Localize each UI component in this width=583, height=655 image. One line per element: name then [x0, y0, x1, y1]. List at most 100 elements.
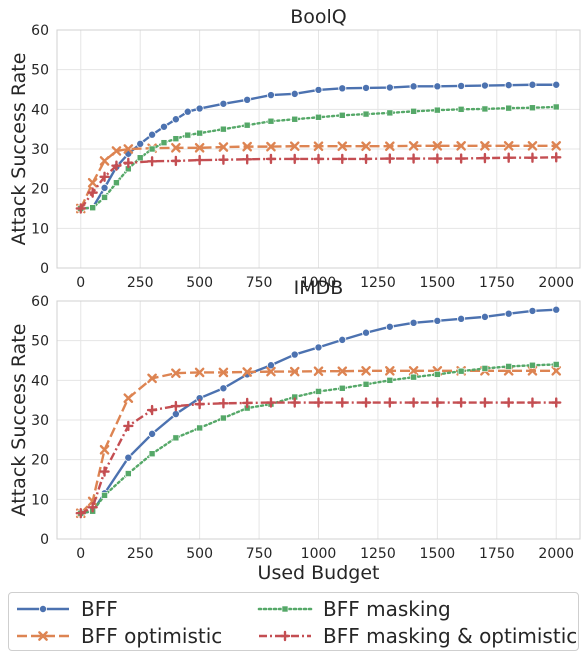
data-point-bff-masking-and-optimistic: [218, 398, 229, 409]
data-point-bff-masking-and-optimistic: [479, 397, 491, 408]
y-tick-label: 60: [31, 294, 49, 310]
data-point-bff: [266, 91, 275, 100]
x-tick-label: 2000: [538, 275, 574, 291]
y-tick-label: 60: [31, 23, 49, 39]
x-tick-label: 1000: [301, 275, 337, 291]
data-point-bff-optimistic: [123, 144, 134, 154]
data-point-bff-masking: [386, 109, 394, 117]
x-tick-label: 1250: [360, 546, 396, 562]
data-point-bff: [171, 115, 180, 124]
series-line-bff-masking: [79, 363, 558, 515]
data-point-bff-masking-and-optimistic: [170, 400, 182, 412]
data-point-bff-optimistic: [147, 373, 157, 384]
x-tick-label: 500: [186, 546, 213, 562]
x-tick-label: 2000: [538, 546, 574, 562]
data-point-bff-optimistic: [289, 141, 300, 152]
legend-swatch-bff-masking: [257, 605, 313, 613]
data-point-bff-masking-and-optimistic: [337, 397, 348, 408]
data-point-bff-masking: [457, 367, 465, 375]
data-point-bff-masking-and-optimistic: [123, 157, 134, 169]
data-point-bff-optimistic: [527, 141, 538, 151]
data-point-bff-optimistic: [456, 141, 466, 151]
data-point-bff-masking-and-optimistic: [289, 153, 300, 165]
y-tick-label: 0: [40, 532, 49, 548]
series-line-bff: [80, 308, 557, 515]
data-point-bff-optimistic: [171, 143, 181, 153]
legend-marker-bff-masking: [281, 605, 289, 613]
data-point-bff-masking-and-optimistic: [146, 156, 158, 167]
data-point-bff-masking-and-optimistic: [75, 508, 86, 519]
plot-frame: [56, 300, 581, 540]
data-point-bff-masking: [172, 434, 180, 442]
data-point-bff: [480, 312, 489, 321]
data-point-bff-masking: [148, 450, 156, 458]
data-point-bff-masking: [136, 154, 144, 162]
data-point-bff-masking: [552, 103, 560, 111]
chart-title: BoolQ: [290, 6, 347, 28]
data-point-bff: [136, 139, 145, 148]
data-point-bff-masking-and-optimistic: [194, 398, 205, 410]
data-point-bff-masking-and-optimistic: [384, 397, 396, 408]
data-point-bff: [409, 82, 418, 91]
data-point-bff-optimistic: [313, 141, 324, 152]
plot-frame: [56, 29, 581, 269]
data-point-bff-masking-and-optimistic: [313, 153, 324, 165]
data-point-bff-optimistic: [361, 141, 371, 152]
x-axis-label: Used Budget: [258, 562, 380, 584]
data-point-bff-masking: [529, 361, 536, 369]
data-point-bff-masking: [552, 361, 560, 368]
data-point-bff-masking: [113, 179, 120, 187]
data-point-bff-masking-and-optimistic: [384, 153, 396, 164]
data-point-bff-optimistic: [503, 141, 514, 151]
data-point-bff-masking: [529, 104, 536, 112]
data-point-bff-optimistic: [408, 141, 419, 151]
legend-label-bff: BFF: [81, 597, 118, 621]
x-tick-label: 500: [186, 275, 213, 291]
y-axis-label: Attack Success Rate: [8, 53, 30, 246]
data-point-bff-optimistic: [337, 366, 348, 377]
data-point-bff-masking-and-optimistic: [241, 154, 253, 165]
legend-swatch-bff-optimistic: [17, 631, 69, 641]
data-point-bff-masking-and-optimistic: [313, 397, 324, 408]
data-point-bff-masking-and-optimistic: [218, 154, 229, 165]
data-point-bff-masking-and-optimistic: [265, 397, 277, 408]
data-point-bff-optimistic: [289, 366, 300, 377]
series-line-bff-masking-and-optimistic: [80, 401, 557, 515]
data-point-bff-masking: [362, 380, 370, 388]
legend: BFF BFF masking BFF optimistic BFF maski…: [8, 592, 579, 651]
data-point-bff-masking: [243, 121, 251, 129]
data-point-bff-optimistic: [87, 177, 98, 188]
data-point-bff-masking-and-optimistic: [551, 152, 562, 163]
data-point-bff: [266, 361, 275, 370]
data-point-bff: [409, 318, 418, 327]
data-point-bff-optimistic: [361, 366, 371, 376]
data-point-bff-masking: [220, 125, 227, 133]
x-tick-label: 0: [76, 546, 85, 562]
data-point-bff-masking: [291, 115, 299, 123]
x-tick-label: 0: [76, 275, 85, 291]
y-tick-label: 40: [31, 102, 49, 118]
data-point-bff: [243, 95, 252, 104]
data-point-bff-masking-and-optimistic: [75, 203, 86, 214]
x-tick-label: 1750: [479, 275, 515, 291]
data-point-bff-optimistic: [194, 143, 205, 153]
data-point-bff-optimistic: [242, 141, 252, 152]
data-point-bff-optimistic: [242, 367, 252, 377]
data-point-bff-masking-and-optimistic: [265, 153, 277, 165]
data-point-bff-optimistic: [99, 156, 110, 166]
data-point-bff: [219, 99, 228, 108]
data-point-bff-masking-and-optimistic: [289, 397, 300, 408]
data-point-bff-optimistic: [551, 141, 562, 151]
data-point-bff-masking: [434, 106, 441, 114]
data-point-bff-masking-and-optimistic: [241, 397, 253, 409]
data-point-bff-masking: [505, 104, 512, 112]
data-point-bff: [290, 89, 299, 98]
y-tick-label: 20: [31, 453, 49, 469]
x-tick-label: 1000: [301, 546, 337, 562]
imdb-panel: 0 10 20 30 40 50 60 0 250 500 750 1000 1250 1500 1750 2…: [8, 277, 581, 584]
data-point-bff: [457, 81, 466, 90]
data-point-bff-optimistic: [385, 141, 395, 152]
data-point-bff-masking: [125, 470, 132, 477]
data-point-bff-masking-and-optimistic: [479, 152, 491, 164]
data-point-bff-masking-and-optimistic: [527, 152, 538, 163]
